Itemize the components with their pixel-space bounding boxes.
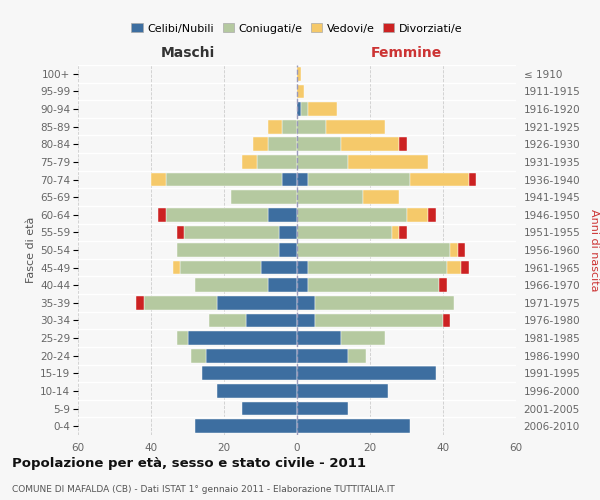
Bar: [242, 402, 297, 415]
Bar: [297, 243, 450, 257]
Bar: [279, 226, 297, 239]
Bar: [217, 296, 297, 310]
Bar: [297, 102, 301, 116]
Bar: [297, 384, 388, 398]
Text: Popolazione per età, sesso e stato civile - 2011: Popolazione per età, sesso e stato civil…: [12, 458, 366, 470]
Bar: [184, 226, 279, 239]
Bar: [446, 260, 461, 274]
Bar: [297, 349, 348, 362]
Text: Maschi: Maschi: [160, 46, 215, 60]
Bar: [151, 172, 166, 186]
Bar: [469, 172, 476, 186]
Bar: [392, 226, 399, 239]
Bar: [176, 331, 187, 345]
Bar: [246, 314, 297, 328]
Bar: [297, 278, 308, 292]
Bar: [144, 296, 217, 310]
Bar: [461, 260, 469, 274]
Bar: [348, 349, 367, 362]
Bar: [297, 120, 326, 134]
Bar: [283, 172, 297, 186]
Bar: [232, 190, 297, 204]
Bar: [410, 172, 469, 186]
Bar: [166, 172, 283, 186]
Bar: [176, 226, 184, 239]
Bar: [260, 260, 297, 274]
Bar: [297, 366, 436, 380]
Bar: [283, 120, 297, 134]
Bar: [209, 314, 246, 328]
Text: Femmine: Femmine: [371, 46, 442, 60]
Bar: [315, 314, 443, 328]
Bar: [268, 120, 283, 134]
Bar: [341, 331, 385, 345]
Bar: [206, 349, 297, 362]
Text: COMUNE DI MAFALDA (CB) - Dati ISTAT 1° gennaio 2011 - Elaborazione TUTTITALIA.IT: COMUNE DI MAFALDA (CB) - Dati ISTAT 1° g…: [12, 486, 395, 494]
Bar: [428, 208, 436, 222]
Bar: [407, 208, 428, 222]
Bar: [443, 314, 450, 328]
Bar: [173, 260, 180, 274]
Bar: [297, 296, 315, 310]
Bar: [242, 155, 257, 169]
Bar: [217, 384, 297, 398]
Bar: [202, 366, 297, 380]
Bar: [301, 102, 308, 116]
Bar: [297, 67, 301, 80]
Bar: [297, 208, 407, 222]
Bar: [268, 138, 297, 151]
Bar: [308, 278, 439, 292]
Y-axis label: Anni di nascita: Anni di nascita: [589, 209, 599, 291]
Bar: [257, 155, 297, 169]
Bar: [458, 243, 465, 257]
Bar: [399, 226, 407, 239]
Bar: [136, 296, 144, 310]
Bar: [279, 243, 297, 257]
Bar: [297, 331, 341, 345]
Bar: [158, 208, 166, 222]
Bar: [297, 314, 315, 328]
Bar: [308, 102, 337, 116]
Bar: [268, 208, 297, 222]
Bar: [195, 420, 297, 433]
Bar: [297, 260, 308, 274]
Bar: [297, 155, 348, 169]
Bar: [297, 226, 392, 239]
Bar: [180, 260, 260, 274]
Bar: [166, 208, 268, 222]
Bar: [450, 243, 458, 257]
Bar: [326, 120, 385, 134]
Bar: [195, 278, 268, 292]
Bar: [341, 138, 399, 151]
Bar: [315, 296, 454, 310]
Bar: [297, 172, 308, 186]
Y-axis label: Fasce di età: Fasce di età: [26, 217, 36, 283]
Bar: [297, 138, 341, 151]
Bar: [308, 172, 410, 186]
Bar: [348, 155, 428, 169]
Legend: Celibi/Nubili, Coniugati/e, Vedovi/e, Divorziati/e: Celibi/Nubili, Coniugati/e, Vedovi/e, Di…: [127, 19, 467, 38]
Bar: [187, 331, 297, 345]
Bar: [176, 243, 279, 257]
Bar: [253, 138, 268, 151]
Bar: [362, 190, 399, 204]
Bar: [439, 278, 446, 292]
Bar: [399, 138, 407, 151]
Bar: [297, 190, 362, 204]
Bar: [191, 349, 206, 362]
Bar: [268, 278, 297, 292]
Bar: [297, 402, 348, 415]
Bar: [308, 260, 446, 274]
Bar: [297, 84, 304, 98]
Bar: [297, 420, 410, 433]
